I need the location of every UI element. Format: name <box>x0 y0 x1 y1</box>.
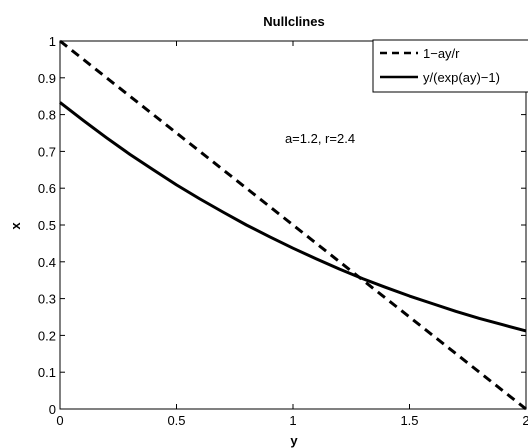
y-tick-label: 0.5 <box>38 218 56 233</box>
x-tick-label: 0 <box>56 413 63 428</box>
x-tick-label: 1.5 <box>400 413 418 428</box>
x-tick-label: 2 <box>522 413 528 428</box>
legend: 1−ay/r y/(exp(ay)−1) <box>372 39 528 93</box>
x-tick-label: 1 <box>289 413 296 428</box>
chart-title: Nullclines <box>263 14 324 29</box>
y-tick-label: 0.8 <box>38 108 56 123</box>
series-line-1 <box>59 39 527 411</box>
y-tick-label: 0.9 <box>38 71 56 86</box>
x-axis-label: y <box>290 433 298 448</box>
y-axis-label: x <box>8 222 23 230</box>
y-tick-label: 0.4 <box>38 255 56 270</box>
axis-ticks: 0 0.5 1 1.5 2 0 0.1 0.2 0.3 0.4 0.5 0.6 0.7 0.8 0.9 1 <box>38 34 528 428</box>
y-tick-label: 0 <box>49 402 56 417</box>
series-layer <box>59 39 527 411</box>
axes-box <box>59 40 527 410</box>
y-tick-label: 0.2 <box>38 328 56 343</box>
y-tick-label: 0.3 <box>38 292 56 307</box>
legend-box <box>372 39 528 93</box>
parameter-annotation: a=1.2, r=2.4 <box>285 131 355 146</box>
plot-area: 0 0.5 1 1.5 2 0 0.1 0.2 0.3 0.4 0.5 0.6 0.7 0.8 0.9 1 <box>38 34 528 428</box>
y-tick-label: 0.1 <box>38 365 56 380</box>
y-tick-label: 1 <box>49 34 56 49</box>
series-line-2 <box>59 101 527 333</box>
y-tick-label: 0.6 <box>38 181 56 196</box>
x-tick-label: 0.5 <box>167 413 185 428</box>
legend-label-series-2: y/(exp(ay)−1) <box>423 70 500 85</box>
legend-label-series-1: 1−ay/r <box>423 46 460 61</box>
y-tick-label: 0.7 <box>38 144 56 159</box>
